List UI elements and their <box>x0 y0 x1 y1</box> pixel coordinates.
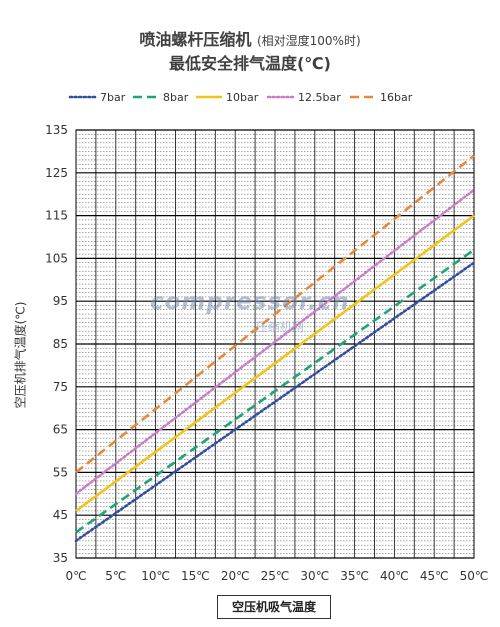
chart-title: 喷油螺杆压缩机 (相对湿度100%时) <box>0 26 500 50</box>
legend-label-12.5bar: 12.5bar <box>298 91 341 104</box>
series-line-7bar <box>74 261 476 543</box>
y-tick-label: 85 <box>53 337 68 351</box>
y-tick-label: 65 <box>53 423 68 437</box>
y-tick-label: 95 <box>53 294 68 308</box>
x-axis-ticks: 0℃ 5℃ 10℃ 15℃ 20℃ 25℃ 30℃ 35℃ 40℃ 45℃ 50℃ <box>65 569 488 583</box>
legend-label-10bar: 10bar <box>226 91 259 104</box>
y-tick-label: 125 <box>45 166 68 180</box>
chart-subtitle: 最低安全排气温度(℃) <box>168 54 331 73</box>
x-tick-label: 10℃ <box>141 569 170 583</box>
legend-label-7bar: 7bar <box>100 91 126 104</box>
x-tick-label: 45℃ <box>420 569 449 583</box>
legend-label-16bar: 16bar <box>380 91 413 104</box>
y-tick-label: 115 <box>45 209 68 223</box>
x-tick-label: 25℃ <box>261 569 290 583</box>
y-tick-label: 135 <box>45 123 68 137</box>
x-axis-label: 空压机吸气温度 <box>217 595 331 619</box>
y-axis-ticks: 35 45 55 65 75 85 95 105 115 125 135 <box>45 123 68 565</box>
major-grid <box>76 129 474 559</box>
series-lines <box>74 154 476 543</box>
x-tick-label: 20℃ <box>221 569 250 583</box>
watermark-logo: compressor.cn <box>150 289 350 315</box>
y-tick-label: 35 <box>53 551 68 565</box>
series-line-10bar <box>75 214 475 512</box>
y-tick-label: 75 <box>53 380 68 394</box>
y-tick-label: 45 <box>53 508 68 522</box>
series-line-16bar <box>75 154 475 474</box>
x-tick-label: 50℃ <box>460 569 489 583</box>
x-tick-label: 5℃ <box>105 569 126 583</box>
x-tick-label: 30℃ <box>300 569 329 583</box>
chart-title-note: (相对湿度100%时) <box>256 34 361 48</box>
chart-title-main: 喷油螺杆压缩机 <box>139 30 252 49</box>
y-tick-label: 105 <box>45 251 68 265</box>
x-tick-label: 40℃ <box>380 569 409 583</box>
x-tick-label: 0℃ <box>65 569 86 583</box>
y-tick-label: 55 <box>53 465 68 479</box>
watermark-subtext: 压缩机网 <box>256 320 305 334</box>
x-tick-label: 15℃ <box>181 569 210 583</box>
legend: 7bar 8bar 10bar 12.5bar 16bar <box>68 91 413 104</box>
series-line-12.5bar <box>74 188 476 496</box>
x-tick-label: 35℃ <box>340 569 369 583</box>
legend-label-8bar: 8bar <box>163 91 189 104</box>
y-axis-label: 空压机排气温度(℃) <box>13 301 28 409</box>
series-line-8bar <box>75 248 475 534</box>
